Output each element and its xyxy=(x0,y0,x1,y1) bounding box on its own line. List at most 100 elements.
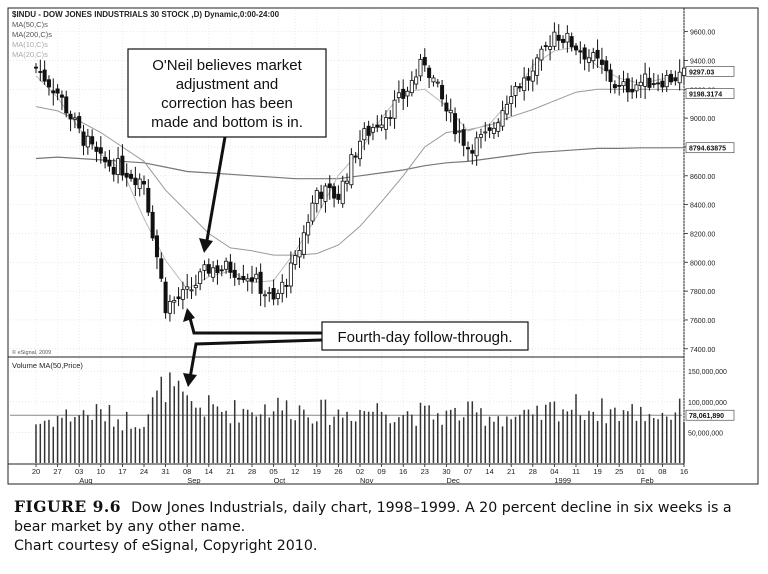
chart-svg: 7400.00 7600.00 7800.00 8000.00 8200.00 8400.… xyxy=(7,7,759,485)
volume-panel-title: Volume MA(50,Price) xyxy=(12,361,83,370)
candle-body xyxy=(414,76,419,85)
x-tick-label: 11 xyxy=(572,467,580,476)
candle-body xyxy=(353,155,358,158)
caption-credit: Chart courtesy of eSignal, Copyright 201… xyxy=(14,538,318,554)
candle-body xyxy=(124,172,129,178)
candle-body xyxy=(539,48,544,61)
price-flag-label: 8794.63875 xyxy=(689,146,726,153)
x-tick-label: 24 xyxy=(140,467,148,476)
volume-flag xyxy=(685,409,735,421)
price-tick-label: 7600.00 xyxy=(690,318,715,325)
x-tick-label: 08 xyxy=(658,467,666,476)
legend-ma20: MA(20,C)s xyxy=(12,50,48,59)
candle-body xyxy=(491,127,496,134)
candle-body xyxy=(34,66,39,69)
candle-body xyxy=(90,136,95,145)
candle-body xyxy=(405,90,410,97)
candle-body xyxy=(388,117,393,119)
candle-body xyxy=(604,60,609,72)
candle-body xyxy=(120,155,125,176)
candle-body xyxy=(517,86,522,89)
candle-body xyxy=(366,125,371,136)
x-tick-label: 25 xyxy=(615,467,623,476)
volume-tick-label: 100,000,000 xyxy=(688,400,727,407)
volume-tick-label: 150,000,000 xyxy=(688,369,727,376)
x-tick-label: 05 xyxy=(269,467,277,476)
candle-body xyxy=(241,275,246,281)
price-flag xyxy=(685,88,735,99)
candle-body xyxy=(595,49,600,59)
candle-body xyxy=(379,124,384,129)
candle-body xyxy=(340,180,345,205)
x-tick-label: 19 xyxy=(313,467,321,476)
x-tick-label: 16 xyxy=(680,467,688,476)
legend-ma200: MA(200,C)s xyxy=(12,30,52,39)
candle-body xyxy=(578,50,583,53)
x-tick-label: 26 xyxy=(334,467,342,476)
candle-body xyxy=(81,131,86,146)
price-tick-label: 7400.00 xyxy=(690,347,715,354)
month-label: Feb xyxy=(641,476,654,485)
candle-body xyxy=(552,31,557,47)
candle-body xyxy=(245,278,250,282)
x-tick-label: 23 xyxy=(421,467,429,476)
candle-body xyxy=(224,260,229,270)
price-flag-label: 9198.3174 xyxy=(689,92,722,99)
x-tick-label: 21 xyxy=(226,467,234,476)
candle-body xyxy=(293,255,298,265)
x-tick-label: 01 xyxy=(637,467,645,476)
candle-body xyxy=(656,82,661,85)
candle-body xyxy=(310,202,315,222)
candle-body xyxy=(474,137,479,157)
candle-body xyxy=(85,135,90,148)
candle-body xyxy=(522,77,527,91)
candle-body xyxy=(643,73,648,87)
candle-body xyxy=(46,79,51,88)
candle-body xyxy=(185,286,190,290)
candle-body xyxy=(431,77,436,83)
candle-body xyxy=(68,113,73,120)
x-tick-label: 31 xyxy=(161,467,169,476)
figure-caption: FIGURE 9.6 Dow Jones Industrials, daily c… xyxy=(14,497,754,556)
candle-body xyxy=(673,77,678,82)
candle-body xyxy=(435,81,440,84)
annotation-line-3: correction has been xyxy=(161,95,293,112)
candle-body xyxy=(137,178,142,189)
candle-body xyxy=(677,71,682,84)
candle-body xyxy=(77,116,82,129)
candle-body xyxy=(608,69,613,83)
candle-body xyxy=(504,103,509,115)
candle-body xyxy=(465,147,470,150)
candle-body xyxy=(237,277,242,280)
candle-body xyxy=(94,146,99,152)
candle-body xyxy=(262,294,267,297)
price-flag xyxy=(685,142,735,154)
x-tick-label: 30 xyxy=(442,467,450,476)
candle-body xyxy=(129,173,134,179)
x-tick-label: 08 xyxy=(183,467,191,476)
candle-body xyxy=(297,250,302,258)
annotation-follow-text: Fourth-day follow-through. xyxy=(337,329,512,346)
annotation-follow-through: Fourth-day follow-through. xyxy=(183,308,529,387)
annotation-arrow xyxy=(204,136,227,247)
ma-line xyxy=(35,88,685,256)
price-tick-label: 9600.00 xyxy=(690,30,715,37)
candle-body xyxy=(349,154,354,186)
candle-body xyxy=(249,277,254,282)
candle-body xyxy=(267,292,272,294)
annotation-line-1: O'Neil believes market xyxy=(152,57,302,74)
candle-body xyxy=(103,156,108,163)
candle-body xyxy=(561,38,566,43)
price-tick-label: 8200.00 xyxy=(690,231,715,238)
x-tick-label: 28 xyxy=(248,467,256,476)
candle-body xyxy=(496,122,501,132)
candle-body xyxy=(301,232,306,255)
ma-line xyxy=(35,147,685,180)
follow-arrowhead-upper xyxy=(183,308,195,322)
candle-body xyxy=(198,271,203,284)
x-tick-label: 16 xyxy=(399,467,407,476)
candle-body xyxy=(133,177,138,186)
candle-body xyxy=(634,84,639,92)
candle-body xyxy=(682,67,687,76)
candle-body xyxy=(159,258,164,279)
